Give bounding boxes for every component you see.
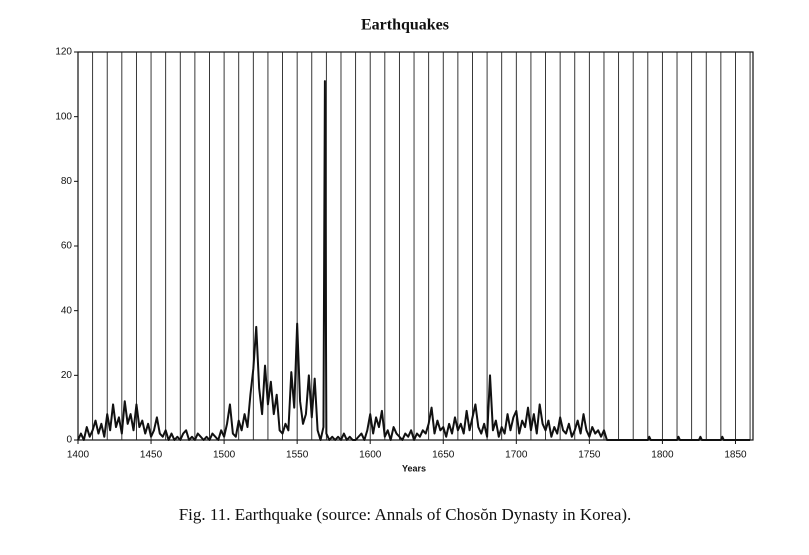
caption: Fig. 11. Earthquake (source: Annals of C… bbox=[179, 505, 632, 524]
x-tick-label: 1600 bbox=[359, 450, 382, 461]
x-tick-label: 1450 bbox=[140, 450, 163, 461]
y-tick-label: 20 bbox=[61, 370, 73, 381]
x-tick-label: 1500 bbox=[213, 450, 236, 461]
x-tick-label: 1700 bbox=[505, 450, 528, 461]
y-tick-label: 100 bbox=[55, 111, 72, 122]
x-tick-label: 1750 bbox=[578, 450, 601, 461]
y-tick-label: 0 bbox=[66, 435, 72, 446]
plot-frame bbox=[77, 51, 754, 441]
data-line bbox=[77, 80, 751, 441]
y-tick-label: 80 bbox=[61, 176, 73, 187]
x-tick-label: 1650 bbox=[432, 450, 455, 461]
x-tick-label: 1800 bbox=[651, 450, 674, 461]
x-tick-label: 1400 bbox=[67, 450, 90, 461]
chart-title: Earthquakes bbox=[361, 17, 449, 34]
x-axis-label: Years bbox=[402, 463, 426, 473]
x-tick-label: 1550 bbox=[286, 450, 309, 461]
y-tick-label: 40 bbox=[61, 305, 73, 316]
x-tick-label: 1850 bbox=[724, 450, 747, 461]
y-tick-label: 120 bbox=[55, 47, 72, 58]
y-tick-label: 60 bbox=[61, 241, 73, 252]
